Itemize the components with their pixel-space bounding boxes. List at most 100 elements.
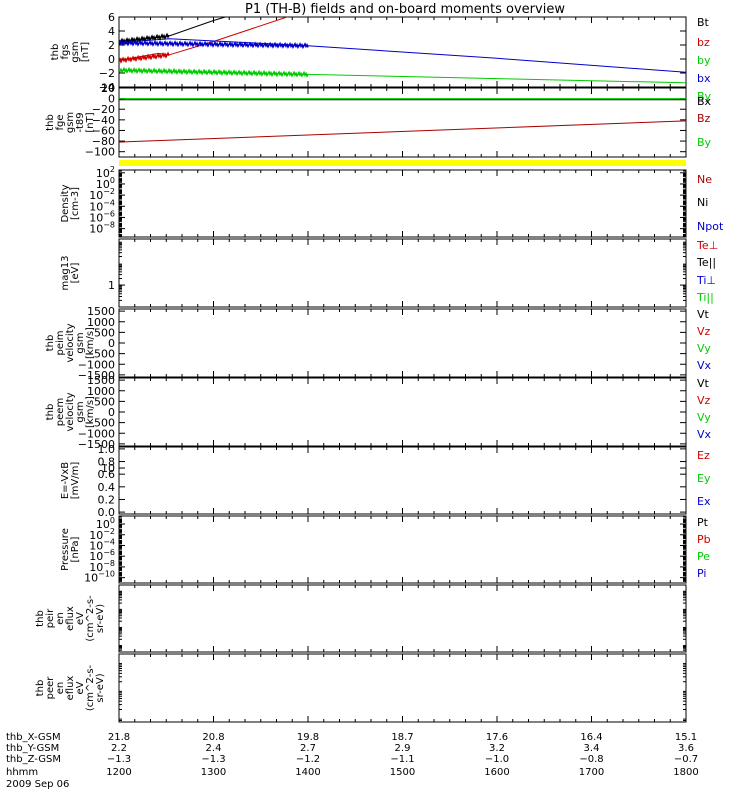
y-tick-label: −40 <box>92 114 115 127</box>
y-tick-label: 10 <box>101 462 115 475</box>
legend-entry: Vt <box>697 308 710 321</box>
legend-entry: Ey <box>697 472 711 485</box>
y-tick-label: 2 <box>108 39 115 52</box>
legend-entry: Vx <box>697 428 712 441</box>
y-tick-label: 0.2 <box>98 493 116 506</box>
legend-entry: Ti⊥ <box>696 274 716 287</box>
y-tick-label: −80 <box>92 135 115 148</box>
y-axis-label: Pressure <box>60 528 71 571</box>
y-axis-label: thb <box>45 335 56 352</box>
y-tick-label: 0 <box>108 406 115 419</box>
legend-entry: Ti|| <box>696 291 714 304</box>
orbit-row-value: 3.6 <box>678 743 694 754</box>
y-tick-label: 0 <box>108 337 115 350</box>
y-tick-label: 1500 <box>87 305 115 318</box>
y-tick-label: 500 <box>94 395 115 408</box>
series-bz-burst <box>119 51 170 64</box>
y-axis-label: [mV/m] <box>70 462 81 500</box>
legend-entry: Vt <box>697 377 710 390</box>
y-axis-label: en <box>55 682 66 695</box>
chart-title: P1 (TH-B) fields and on-board moments ov… <box>245 2 565 17</box>
status-bar <box>119 160 686 166</box>
y-axis-label: en <box>55 612 66 625</box>
y-axis-label: [km/s] <box>85 396 96 428</box>
y-tick-label: −4 <box>99 81 115 94</box>
panel-peer-spectrogram: 100010010thbpeerenefluxeV(cm^2-s-sr-eV) <box>35 462 687 723</box>
legend-entry: Bz <box>697 112 711 125</box>
series-Bt-burst <box>119 32 170 45</box>
x-tick-label: 1600 <box>484 767 509 778</box>
y-tick-label: −2 <box>99 67 115 80</box>
legend-entry: Ex <box>697 495 711 508</box>
y-axis-label: [nT] <box>85 112 96 132</box>
y-axis-label: peim <box>55 330 66 355</box>
y-axis-label: [eV] <box>70 263 81 284</box>
y-axis-label: gsm <box>75 332 86 353</box>
y-axis-label: thb <box>35 680 46 697</box>
y-tick-label: −1000 <box>78 427 115 440</box>
y-axis-label: gsm <box>75 401 86 422</box>
y-tick-label: 20 <box>101 82 115 95</box>
y-tick-label: 0.6 <box>98 468 116 481</box>
y-axis-label: thb <box>35 610 46 627</box>
legend-entry: Vz <box>697 394 711 407</box>
orbit-row-value: 15.1 <box>675 732 697 743</box>
orbit-row-value: −1.3 <box>107 754 131 765</box>
panel-frame <box>118 377 687 447</box>
legend-entry: Ne <box>697 173 712 186</box>
legend-entry: Bx <box>697 95 712 108</box>
y-tick-label: 10−8 <box>89 221 115 236</box>
orbit-row-value: 16.4 <box>580 732 602 743</box>
x-tick-label: 1700 <box>579 767 604 778</box>
orbit-row-value: 2.7 <box>300 743 316 754</box>
panel-frame <box>118 584 687 653</box>
panel-frame <box>118 238 687 308</box>
orbit-row-value: 3.2 <box>489 743 505 754</box>
legend-entry: Te⊥ <box>696 239 718 252</box>
y-tick-label: 10 <box>101 82 115 95</box>
x-axis-label: hhmm <box>6 767 38 778</box>
legend-entry: Pb <box>697 533 711 546</box>
legend-entry: Vz <box>697 325 711 338</box>
orbit-row-value: 21.8 <box>108 732 130 743</box>
series-Bz <box>119 120 686 143</box>
y-axis-label: eflux <box>65 676 76 701</box>
y-tick-label: 1000 <box>87 385 115 398</box>
y-tick-label: −60 <box>92 124 115 137</box>
date-label: 2009 Sep 06 <box>6 779 69 790</box>
y-axis-label: fge <box>55 114 66 130</box>
y-tick-label: 0.4 <box>98 481 116 494</box>
y-axis-label: -t89 <box>75 112 86 132</box>
y-tick-label: −20 <box>92 103 115 116</box>
y-tick-label: 6 <box>108 11 115 24</box>
orbit-row-value: −0.7 <box>674 754 698 765</box>
panel-frame <box>118 308 687 378</box>
y-axis-label: thb <box>45 404 56 421</box>
y-axis-label: Density <box>60 184 71 222</box>
panel-frame <box>118 169 687 238</box>
orbit-row-value: −0.8 <box>579 754 603 765</box>
y-axis-label: velocity <box>65 323 76 362</box>
legend-entry: By <box>697 136 712 149</box>
panel-efield: 1.00.80.60.40.20.0 E=-VxB [mV/m] Ez Ey Ex <box>60 443 711 519</box>
y-axis-label: fgs <box>60 44 71 59</box>
legend-entry: by <box>697 54 711 67</box>
y-tick-label: −500 <box>85 417 115 430</box>
y-axis-label: eV <box>75 612 86 625</box>
legend-entry: Pt <box>697 516 709 529</box>
legend-entry: Bt <box>697 16 710 29</box>
y-tick-label: 1000 <box>87 316 115 329</box>
x-tick-label: 1200 <box>106 767 131 778</box>
y-tick-label: 0 <box>108 53 115 66</box>
y-axis-label: peir <box>45 608 56 628</box>
y-tick-label: 500 <box>94 326 115 339</box>
legend-entry: bx <box>697 72 711 85</box>
y-tick-label: 0.0 <box>98 506 116 519</box>
series-bx <box>119 38 686 73</box>
